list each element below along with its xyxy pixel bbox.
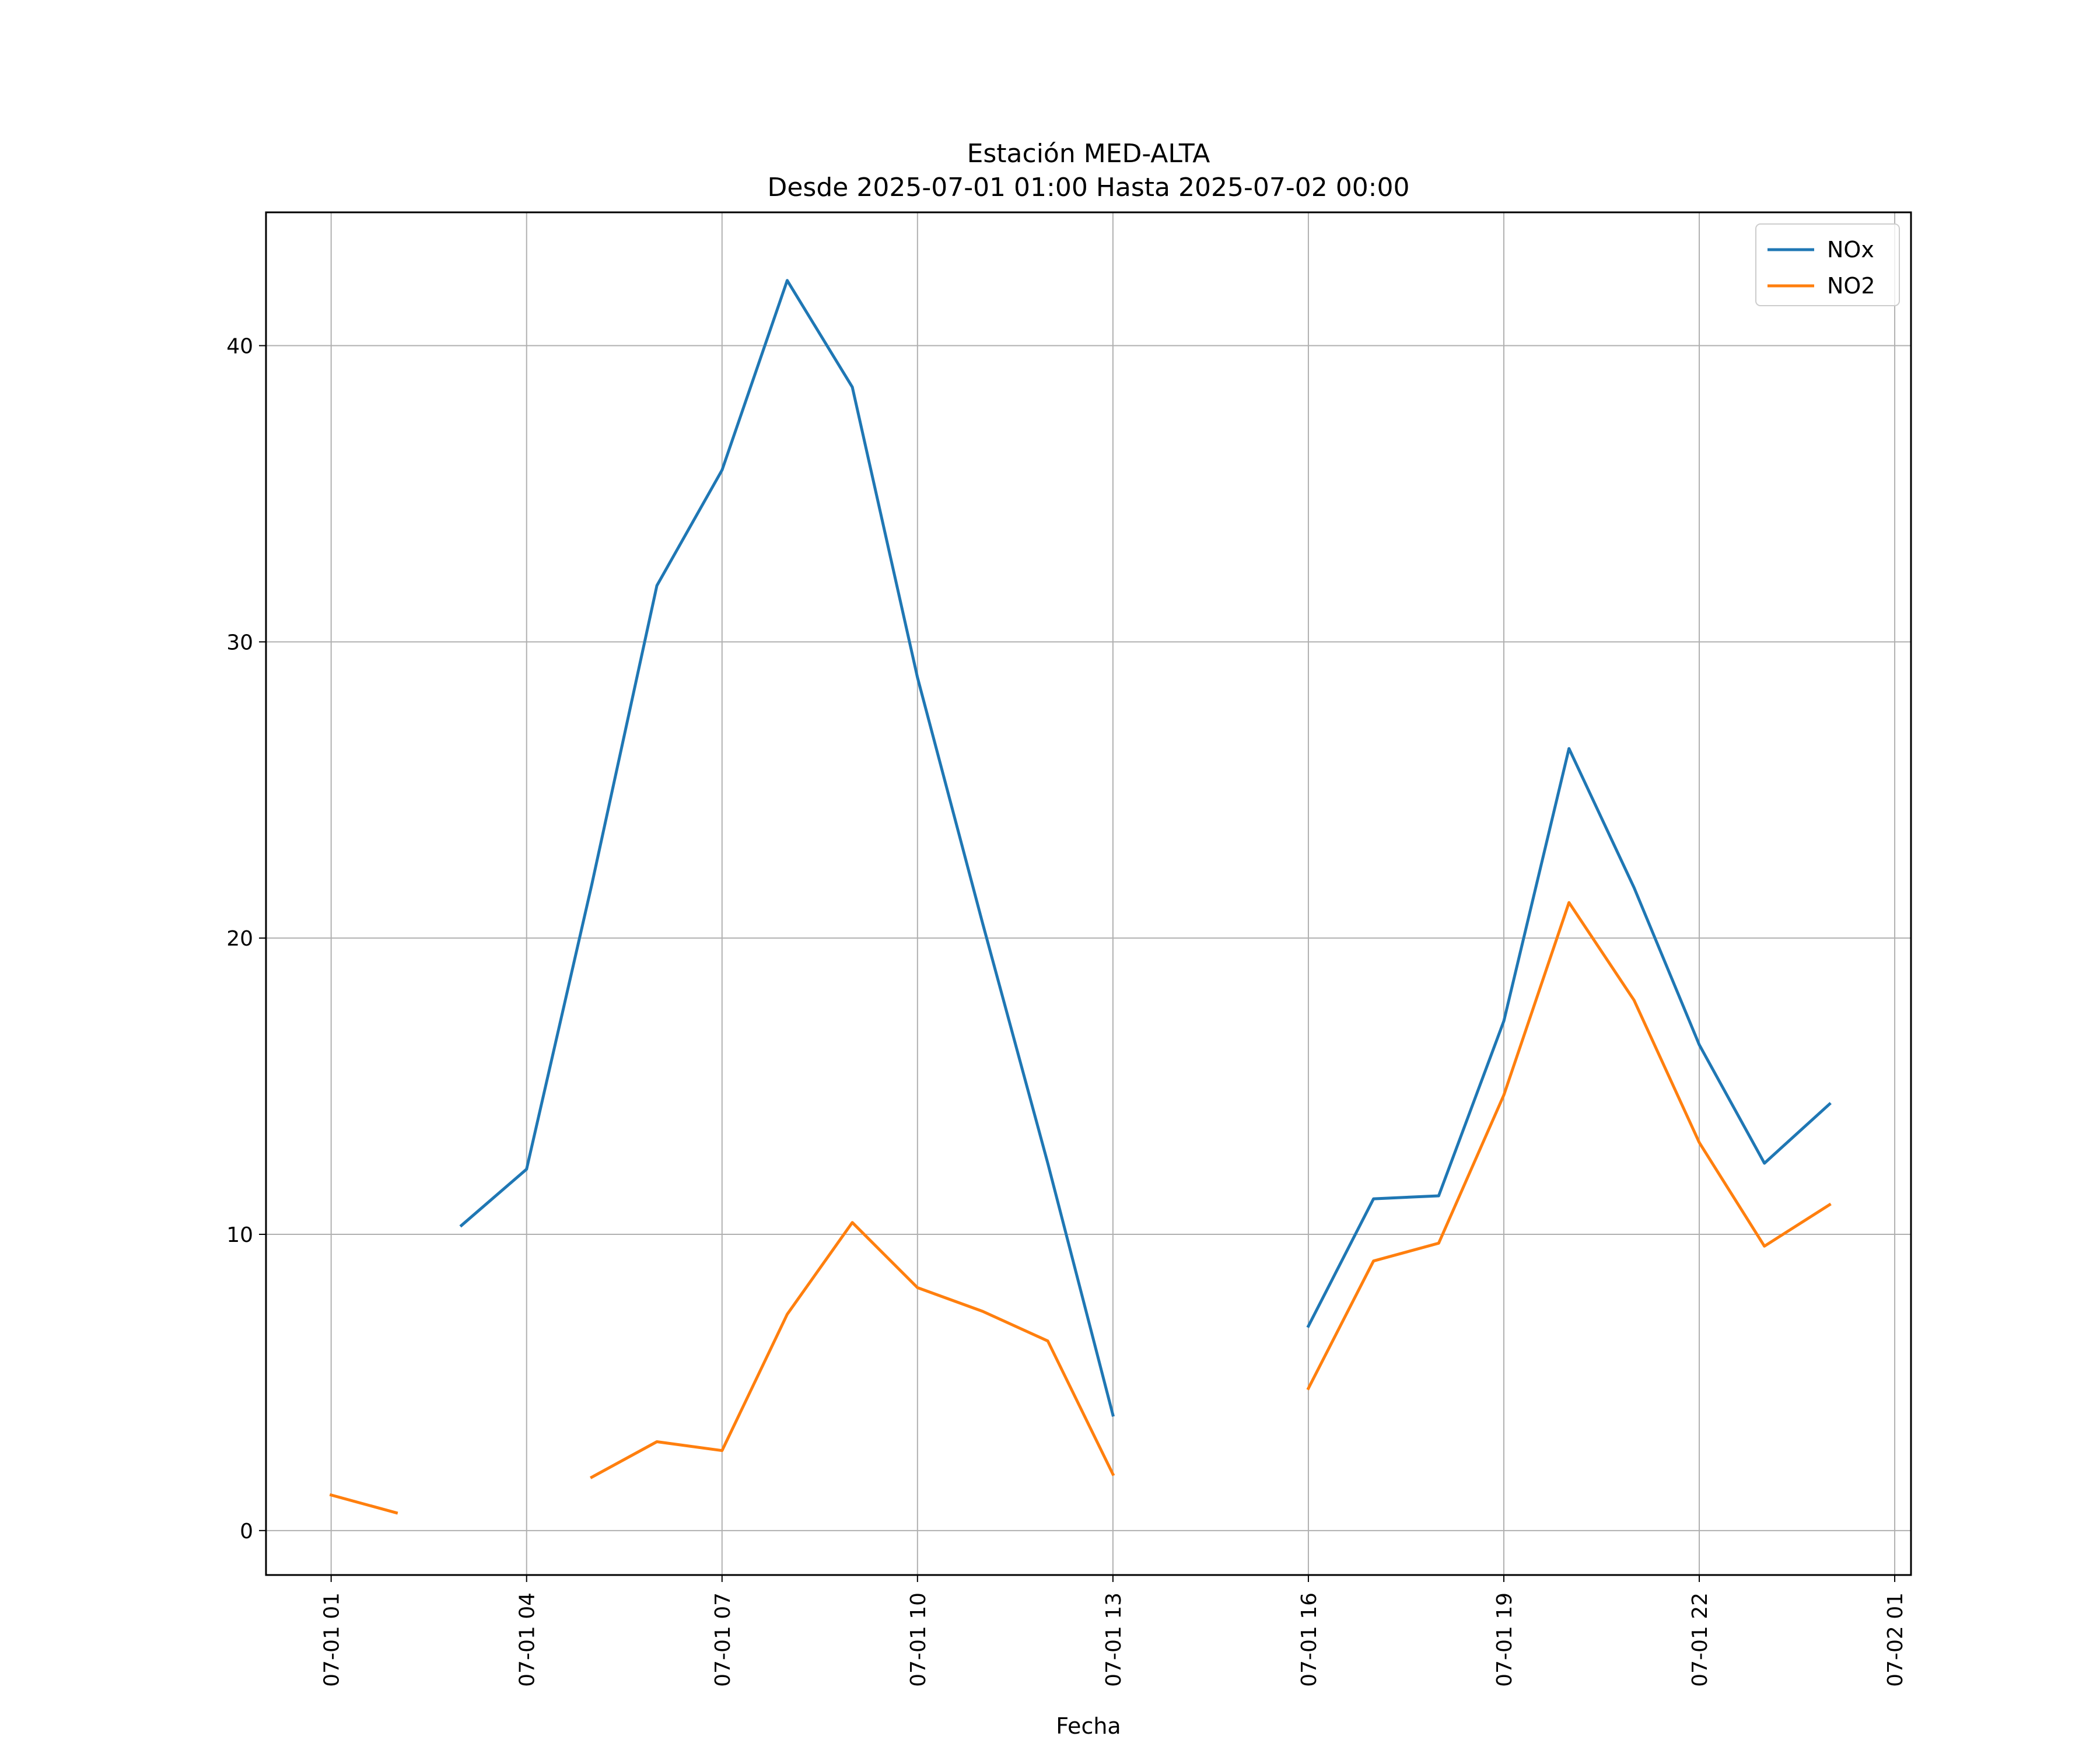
plot-frame xyxy=(265,211,1912,1576)
series-line-nox xyxy=(459,279,1115,1417)
legend-label-no2: NO2 xyxy=(1827,273,1875,299)
grid xyxy=(266,212,1911,1575)
x-axis-label: Fecha xyxy=(1056,1713,1121,1739)
series-line-nox xyxy=(1306,747,1832,1328)
chart-title: Estación MED-ALTA xyxy=(967,139,1210,169)
legend-label-nox: NOx xyxy=(1827,237,1874,262)
x-tick-label: 07-01 22 xyxy=(1688,1592,1712,1687)
x-tick-label: 07-01 13 xyxy=(1102,1592,1126,1687)
series-line-no2 xyxy=(1306,901,1832,1391)
x-tick-label: 07-01 19 xyxy=(1493,1592,1517,1687)
axis-ticks: 0 10 20 30 40 07-01 01 07-01 04 07-01 07 07-01 1… xyxy=(226,335,1908,1687)
legend: NOx NO2 xyxy=(1755,223,1900,306)
y-tick-label: 30 xyxy=(226,631,253,654)
y-tick-label: 40 xyxy=(226,335,253,359)
x-tick-label: 07-01 04 xyxy=(516,1592,540,1687)
series-lines xyxy=(329,279,1832,1515)
series-line-no2 xyxy=(329,1493,398,1515)
x-tick-label: 07-01 16 xyxy=(1297,1592,1321,1687)
x-tick-label: 07-01 10 xyxy=(907,1592,930,1687)
y-tick-label: 0 xyxy=(240,1520,253,1544)
x-tick-label: 07-02 01 xyxy=(1884,1592,1908,1687)
x-tick-label: 07-01 01 xyxy=(320,1592,344,1687)
chart-subtitle: Desde 2025-07-01 01:00 Hasta 2025-07-02 … xyxy=(767,173,1409,202)
y-tick-label: 10 xyxy=(226,1223,253,1247)
x-tick-label: 07-01 07 xyxy=(711,1592,735,1687)
y-tick-label: 20 xyxy=(226,927,253,951)
series-line-no2 xyxy=(590,1221,1115,1479)
